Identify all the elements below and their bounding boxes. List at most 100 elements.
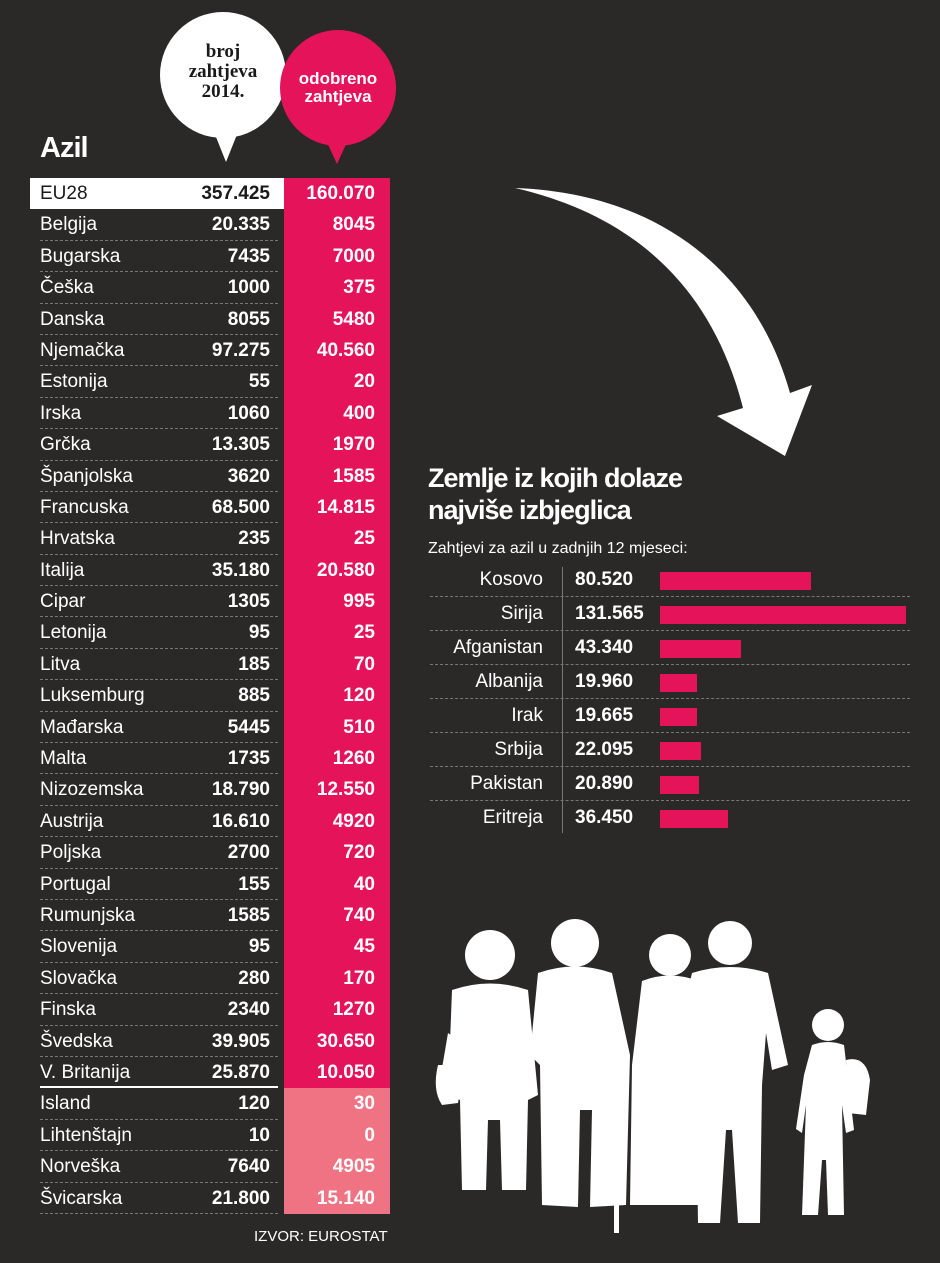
row-divider bbox=[40, 804, 278, 806]
bar-row: Srbija 22.095 bbox=[430, 733, 910, 767]
approved-value: 30.650 bbox=[284, 1025, 390, 1057]
table-row: Austrija 16.610 4920 bbox=[30, 805, 390, 838]
approved-value: 40 bbox=[284, 868, 390, 900]
approved-value: 1260 bbox=[284, 743, 390, 775]
table-row: Bugarska 7435 7000 bbox=[30, 240, 390, 273]
category-label: Pakistan bbox=[470, 773, 543, 794]
country-name: Slovačka bbox=[40, 967, 118, 989]
requests-value: 7435 bbox=[227, 245, 270, 267]
approved-value: 70 bbox=[284, 648, 390, 681]
table-row: Poljska 2700 720 bbox=[30, 837, 390, 869]
table-row: Francuska 68.500 14.815 bbox=[30, 491, 390, 524]
approved-value: 20 bbox=[284, 366, 390, 398]
bar bbox=[660, 776, 699, 794]
row-divider bbox=[40, 459, 278, 461]
table-row: Švicarska 21.800 15.140 bbox=[30, 1182, 390, 1214]
table-row: Finska 2340 1270 bbox=[30, 994, 390, 1026]
approved-value: 20.580 bbox=[284, 554, 390, 587]
requests-value: 20.335 bbox=[211, 214, 270, 236]
approved-value: 25 bbox=[284, 617, 390, 649]
requests-value: 95 bbox=[248, 622, 270, 644]
table-row: Slovenija 95 45 bbox=[30, 931, 390, 963]
approved-value: 995 bbox=[284, 586, 390, 618]
chart-divider bbox=[562, 567, 563, 833]
country-name: Litva bbox=[40, 653, 81, 675]
approved-value: 720 bbox=[284, 837, 390, 869]
approved-value: 400 bbox=[284, 397, 390, 430]
country-name: Letonija bbox=[40, 622, 107, 644]
table-row: Letonija 95 25 bbox=[30, 617, 390, 649]
bar-row: Pakistan 20.890 bbox=[430, 767, 910, 801]
country-name: Nizozemska bbox=[40, 779, 144, 801]
row-divider bbox=[40, 930, 278, 932]
chart-title: Zemlje iz kojih dolaze najviše izbjeglic… bbox=[428, 463, 683, 526]
approved-value: 120 bbox=[284, 680, 390, 712]
approved-header: odobreno zahtjeva bbox=[298, 69, 378, 106]
asylum-table: EU28 357.425 160.070 Belgija 20.335 8045 Bugar… bbox=[30, 178, 390, 1214]
requests-value: 10 bbox=[248, 1124, 270, 1146]
country-name: Njemačka bbox=[40, 339, 125, 361]
row-divider bbox=[40, 742, 278, 744]
family-silhouette-icon bbox=[435, 919, 870, 1233]
requests-value: 5445 bbox=[227, 716, 270, 738]
country-name: Belgija bbox=[40, 214, 98, 236]
bar-row: Sirija 131.565 bbox=[430, 597, 910, 631]
table-row: Grčka 13.305 1970 bbox=[30, 429, 390, 461]
bar-row: Afganistan 43.340 bbox=[430, 631, 910, 665]
requests-value: 3620 bbox=[227, 465, 270, 487]
requests-value: 18.790 bbox=[211, 779, 270, 801]
country-name: Luksemburg bbox=[40, 685, 145, 707]
country-name: Italija bbox=[40, 559, 85, 581]
category-label: Albanija bbox=[475, 671, 543, 692]
table-row: Hrvatska 235 25 bbox=[30, 523, 390, 555]
bar bbox=[660, 810, 728, 828]
category-label: Eritreja bbox=[482, 807, 543, 828]
table-row: Malta 1735 1260 bbox=[30, 743, 390, 775]
approved-value: 5480 bbox=[284, 303, 390, 335]
bar bbox=[660, 674, 697, 692]
bar bbox=[660, 742, 701, 760]
approved-value: 12.550 bbox=[284, 774, 390, 806]
approved-value: 25 bbox=[284, 523, 390, 555]
country-name: Estonija bbox=[40, 371, 108, 393]
requests-value: 25.870 bbox=[211, 1061, 270, 1083]
row-divider bbox=[40, 585, 278, 587]
row-divider bbox=[430, 800, 910, 801]
row-divider bbox=[40, 710, 278, 712]
country-name: Finska bbox=[40, 999, 96, 1021]
requests-value: 2340 bbox=[227, 999, 270, 1021]
row-divider bbox=[40, 1086, 278, 1089]
row-divider bbox=[430, 664, 910, 665]
country-name: Mađarska bbox=[40, 716, 124, 738]
row-divider bbox=[40, 302, 278, 304]
table-row: Luksemburg 885 120 bbox=[30, 680, 390, 712]
table-row: Belgija 20.335 8045 bbox=[30, 209, 390, 241]
approved-value: 0 bbox=[284, 1119, 390, 1152]
country-name: Španjolska bbox=[40, 465, 133, 487]
bar bbox=[660, 640, 741, 658]
table-row: Italija 35.180 20.580 bbox=[30, 554, 390, 587]
row-divider bbox=[430, 766, 910, 767]
country-name: Malta bbox=[40, 748, 87, 770]
row-divider bbox=[40, 1212, 278, 1214]
data-label: 36.450 bbox=[575, 807, 634, 828]
row-divider bbox=[40, 1024, 278, 1026]
bar-row: Albanija 19.960 bbox=[430, 665, 910, 699]
country-name: Austrija bbox=[40, 810, 104, 832]
approved-value: 10.050 bbox=[284, 1056, 390, 1089]
table-row: Španjolska 3620 1585 bbox=[30, 460, 390, 492]
requests-value: 7640 bbox=[227, 1156, 270, 1178]
curved-arrow-icon bbox=[515, 188, 812, 456]
source-note: IZVOR: EUROSTAT bbox=[254, 1228, 388, 1245]
country-name: Poljska bbox=[40, 842, 102, 864]
table-row: Norveška 7640 4905 bbox=[30, 1151, 390, 1183]
country-name: Slovenija bbox=[40, 936, 118, 958]
table-row: Njemačka 97.275 40.560 bbox=[30, 334, 390, 367]
bar-row: Kosovo 80.520 bbox=[430, 563, 910, 597]
requests-value: 155 bbox=[238, 873, 270, 895]
row-divider bbox=[430, 596, 910, 597]
requests-value: 120 bbox=[238, 1093, 270, 1115]
data-label: 19.960 bbox=[575, 671, 634, 692]
requests-value: 16.610 bbox=[211, 810, 270, 832]
approved-value: 375 bbox=[284, 272, 390, 304]
